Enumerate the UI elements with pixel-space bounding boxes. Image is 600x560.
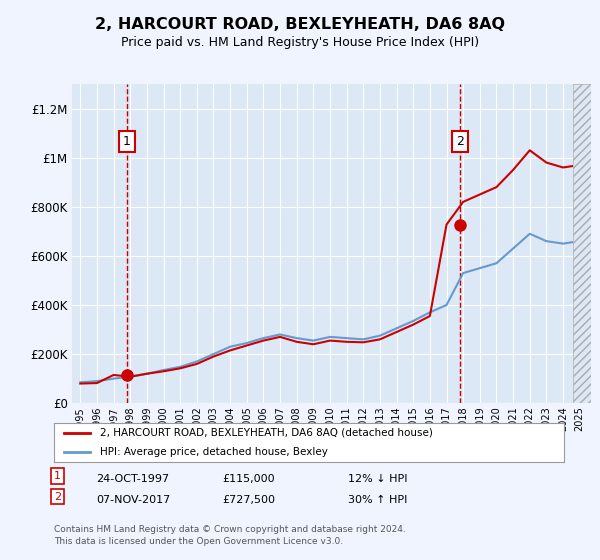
Text: Price paid vs. HM Land Registry's House Price Index (HPI): Price paid vs. HM Land Registry's House …	[121, 36, 479, 49]
Text: 1: 1	[123, 135, 131, 148]
Text: 2: 2	[54, 492, 61, 502]
Text: HPI: Average price, detached house, Bexley: HPI: Average price, detached house, Bexl…	[100, 447, 328, 457]
Text: 2: 2	[456, 135, 464, 148]
Text: 12% ↓ HPI: 12% ↓ HPI	[348, 474, 407, 484]
Text: £727,500: £727,500	[222, 494, 275, 505]
Text: 24-OCT-1997: 24-OCT-1997	[96, 474, 169, 484]
Text: 1: 1	[54, 471, 61, 481]
Text: 2, HARCOURT ROAD, BEXLEYHEATH, DA6 8AQ (detached house): 2, HARCOURT ROAD, BEXLEYHEATH, DA6 8AQ (…	[100, 428, 433, 437]
Text: £115,000: £115,000	[222, 474, 275, 484]
Text: Contains HM Land Registry data © Crown copyright and database right 2024.
This d: Contains HM Land Registry data © Crown c…	[54, 525, 406, 546]
Text: 07-NOV-2017: 07-NOV-2017	[96, 494, 170, 505]
Text: 2, HARCOURT ROAD, BEXLEYHEATH, DA6 8AQ: 2, HARCOURT ROAD, BEXLEYHEATH, DA6 8AQ	[95, 17, 505, 32]
Text: 30% ↑ HPI: 30% ↑ HPI	[348, 494, 407, 505]
